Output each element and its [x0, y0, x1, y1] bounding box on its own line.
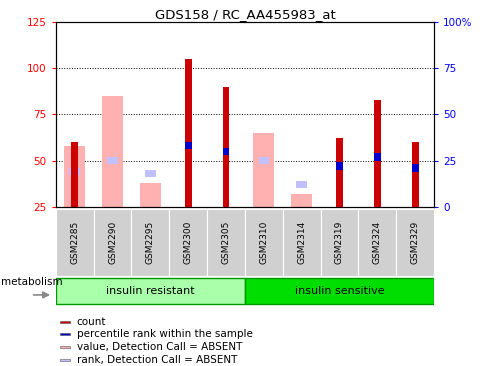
Text: GSM2290: GSM2290: [108, 221, 117, 264]
Text: insulin sensitive: insulin sensitive: [294, 286, 383, 296]
Bar: [320, 209, 358, 276]
Text: GSM2285: GSM2285: [70, 221, 79, 264]
Bar: [358, 209, 395, 276]
Bar: [69, 168, 80, 175]
Bar: [56, 279, 244, 304]
Bar: [296, 181, 306, 188]
Bar: [184, 142, 191, 149]
Bar: [258, 157, 269, 164]
Bar: [64, 146, 85, 207]
Text: metabolism: metabolism: [1, 277, 62, 287]
Bar: [411, 142, 418, 207]
Bar: [60, 333, 70, 336]
Bar: [291, 194, 311, 207]
Bar: [395, 209, 433, 276]
Bar: [107, 157, 118, 164]
Text: insulin resistant: insulin resistant: [106, 286, 194, 296]
Bar: [56, 209, 93, 276]
Text: percentile rank within the sample: percentile rank within the sample: [76, 329, 252, 340]
Bar: [207, 209, 244, 276]
Text: count: count: [76, 317, 106, 327]
Bar: [253, 133, 273, 207]
Bar: [60, 346, 70, 348]
Text: GSM2329: GSM2329: [410, 221, 419, 264]
Text: GSM2314: GSM2314: [297, 221, 305, 264]
Bar: [169, 209, 207, 276]
Bar: [222, 87, 229, 207]
Bar: [184, 59, 191, 207]
Text: rank, Detection Call = ABSENT: rank, Detection Call = ABSENT: [76, 355, 237, 365]
Bar: [244, 209, 282, 276]
Bar: [335, 163, 342, 170]
Text: GSM2305: GSM2305: [221, 221, 230, 264]
Bar: [71, 142, 78, 207]
Bar: [93, 209, 131, 276]
Text: value, Detection Call = ABSENT: value, Detection Call = ABSENT: [76, 342, 242, 352]
Text: GSM2319: GSM2319: [334, 221, 343, 264]
Bar: [373, 100, 380, 207]
Bar: [282, 209, 320, 276]
Title: GDS158 / RC_AA455983_at: GDS158 / RC_AA455983_at: [154, 8, 334, 21]
Bar: [140, 183, 160, 207]
Bar: [244, 279, 433, 304]
Bar: [102, 96, 122, 207]
Bar: [222, 147, 229, 155]
Text: GSM2300: GSM2300: [183, 221, 192, 264]
Bar: [145, 170, 155, 177]
Bar: [131, 209, 169, 276]
Bar: [335, 138, 342, 207]
Text: GSM2324: GSM2324: [372, 221, 381, 264]
Bar: [60, 359, 70, 361]
Text: GSM2310: GSM2310: [259, 221, 268, 264]
Bar: [60, 321, 70, 323]
Bar: [411, 164, 418, 172]
Text: GSM2295: GSM2295: [146, 221, 154, 264]
Bar: [373, 153, 380, 161]
